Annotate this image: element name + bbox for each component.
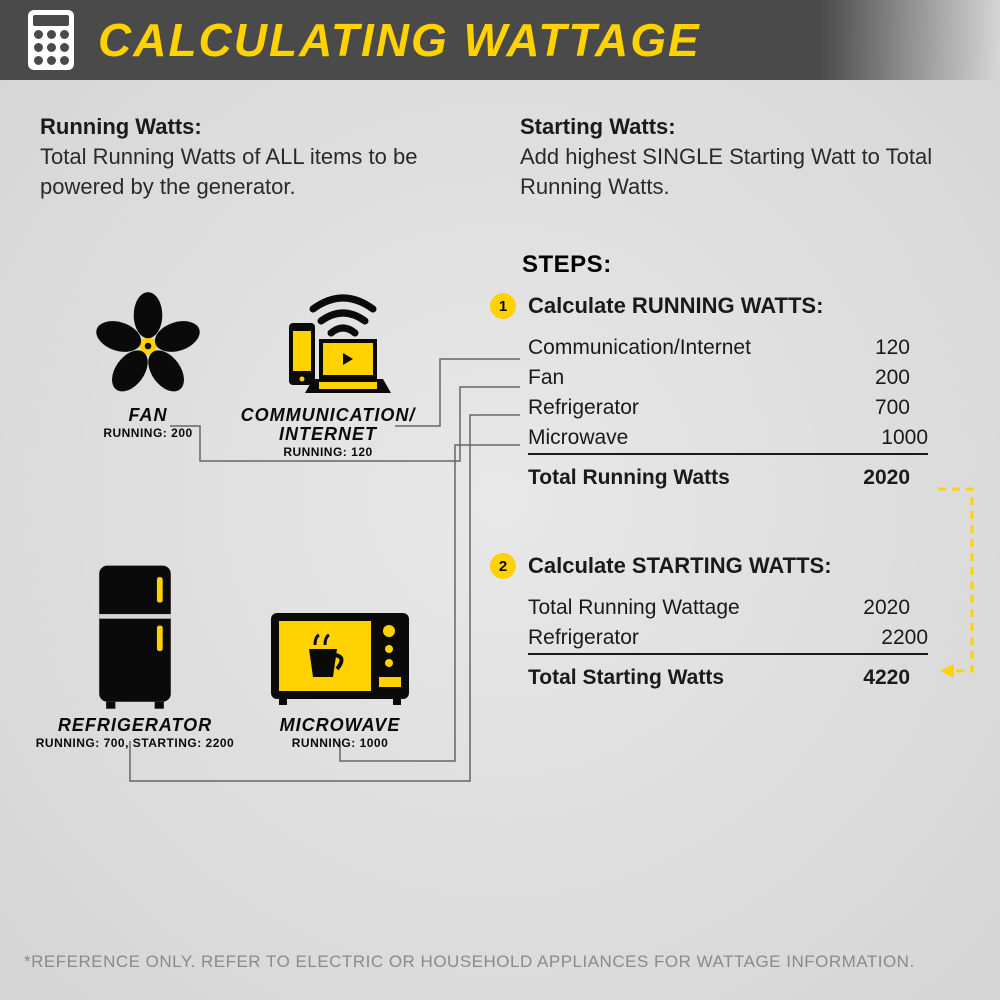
fan-icon <box>93 291 203 401</box>
appliance-microwave: MICROWAVE RUNNING: 1000 <box>250 601 430 750</box>
fridge-label: REFRIGERATOR <box>30 716 240 735</box>
step2-label: Calculate STARTING WATTS: <box>528 553 832 579</box>
appliance-fridge: REFRIGERATOR RUNNING: 700, STARTING: 220… <box>30 561 240 750</box>
footer-note: *REFERENCE ONLY. REFER TO ELECTRIC OR HO… <box>24 952 915 972</box>
comm-sub: RUNNING: 120 <box>238 445 418 459</box>
step2-total: Total Starting Watts 4220 <box>490 663 970 693</box>
step1-total-value: 2020 <box>863 466 910 490</box>
steps-panel: STEPS: 1 Calculate RUNNING WATTS: Commun… <box>490 251 970 693</box>
comm-label-1: COMMUNICATION/ <box>238 406 418 425</box>
header-bar: CALCULATING WATTAGE <box>0 0 1000 80</box>
running-def-text: Total Running Watts of ALL items to be p… <box>40 142 480 201</box>
step2-head: 2 Calculate STARTING WATTS: <box>490 553 970 579</box>
step1-label: Calculate RUNNING WATTS: <box>528 293 823 319</box>
step2-item-1-label: Refrigerator <box>528 626 639 650</box>
microwave-label: MICROWAVE <box>250 716 430 735</box>
calculator-icon <box>28 10 74 70</box>
step1-row-2: Refrigerator 700 <box>490 393 970 423</box>
running-definition: Running Watts: Total Running Watts of AL… <box>40 114 480 201</box>
page-title: CALCULATING WATTAGE <box>98 13 701 67</box>
step2-item-0-label: Total Running Wattage <box>528 596 740 620</box>
comm-label-2: INTERNET <box>238 425 418 444</box>
step1-row-3: Microwave 1000 <box>528 423 928 455</box>
step1-item-3-label: Microwave <box>528 426 628 450</box>
step1-item-3-value: 1000 <box>881 426 928 450</box>
step1-row-1: Fan 200 <box>490 363 970 393</box>
step2-total-value: 4220 <box>863 666 910 690</box>
step1-head: 1 Calculate RUNNING WATTS: <box>490 293 970 319</box>
step1-total: Total Running Watts 2020 <box>490 463 970 493</box>
step1-total-label: Total Running Watts <box>528 466 730 490</box>
fridge-sub: RUNNING: 700, STARTING: 2200 <box>30 736 240 750</box>
step2-total-label: Total Starting Watts <box>528 666 724 690</box>
step2-row-1: Refrigerator 2200 <box>528 623 928 655</box>
definitions-row: Running Watts: Total Running Watts of AL… <box>0 80 1000 221</box>
starting-def-text: Add highest SINGLE Starting Watt to Tota… <box>520 142 960 201</box>
running-def-title: Running Watts: <box>40 114 202 139</box>
refrigerator-icon <box>80 561 190 711</box>
fan-sub: RUNNING: 200 <box>78 426 218 440</box>
step1-row-0: Communication/Internet 120 <box>490 333 970 363</box>
wifi-laptop-icon <box>263 281 393 401</box>
starting-def-title: Starting Watts: <box>520 114 676 139</box>
microwave-icon <box>265 601 415 711</box>
step1-item-0-value: 120 <box>875 336 910 360</box>
step1-bullet: 1 <box>490 293 516 319</box>
step1-item-1-value: 200 <box>875 366 910 390</box>
step2-item-0-value: 2020 <box>863 596 910 620</box>
main-diagram: FAN RUNNING: 200 COMMUNICATION/ INTERNET… <box>0 221 1000 861</box>
fan-label: FAN <box>78 406 218 425</box>
step2-block: 2 Calculate STARTING WATTS: Total Runnin… <box>490 553 970 693</box>
appliance-fan: FAN RUNNING: 200 <box>78 291 218 440</box>
step1-item-2-label: Refrigerator <box>528 396 639 420</box>
steps-title: STEPS: <box>522 251 970 279</box>
step2-item-1-value: 2200 <box>881 626 928 650</box>
microwave-sub: RUNNING: 1000 <box>250 736 430 750</box>
step1-item-1-label: Fan <box>528 366 564 390</box>
appliance-comm: COMMUNICATION/ INTERNET RUNNING: 120 <box>238 281 418 459</box>
step1-item-2-value: 700 <box>875 396 910 420</box>
starting-definition: Starting Watts: Add highest SINGLE Start… <box>520 114 960 201</box>
step1-item-0-label: Communication/Internet <box>528 336 751 360</box>
step2-row-0: Total Running Wattage 2020 <box>490 593 970 623</box>
step2-bullet: 2 <box>490 553 516 579</box>
